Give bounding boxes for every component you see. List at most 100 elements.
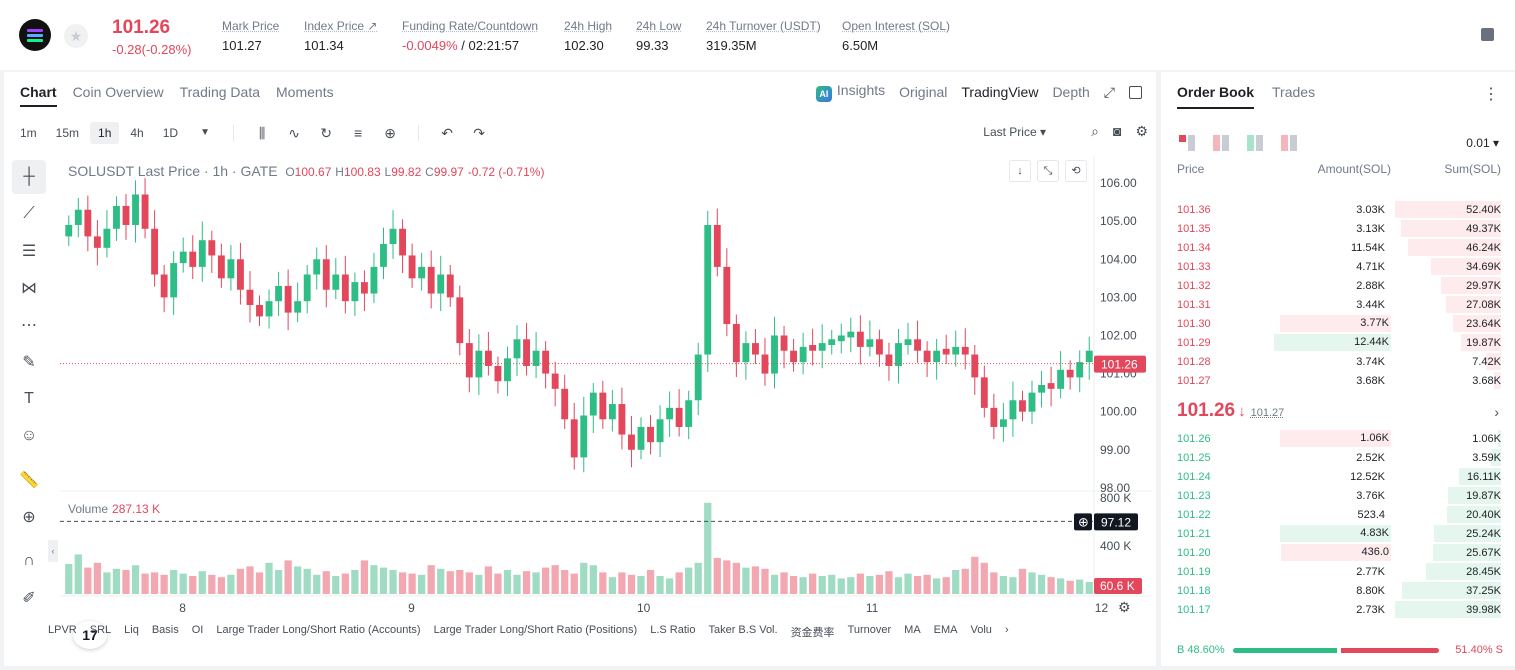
orderbook-row[interactable]: 101.32 2.88K 29.97K bbox=[1161, 276, 1515, 295]
ruler-icon[interactable]: 📏 bbox=[19, 472, 39, 489]
timeframe-1d[interactable]: 1D bbox=[162, 126, 179, 140]
tab-chart[interactable]: Chart bbox=[20, 84, 57, 107]
candle-body bbox=[866, 339, 874, 347]
mid-price[interactable]: 101.26 ↓ 101.27 › bbox=[1177, 400, 1499, 421]
indicator-item[interactable]: Volu bbox=[970, 624, 992, 636]
indicator-item[interactable]: Taker B.S Vol. bbox=[708, 624, 778, 636]
view-original[interactable]: Original bbox=[899, 84, 948, 100]
stat-label[interactable]: Index Price ↗ bbox=[304, 19, 378, 33]
timeframe-15m[interactable]: 15m bbox=[55, 126, 80, 140]
indicator-item[interactable]: Large Trader Long/Short Ratio (Positions… bbox=[433, 624, 638, 636]
book-icon[interactable] bbox=[1481, 28, 1494, 41]
chevron-right-icon[interactable]: › bbox=[1004, 624, 1009, 636]
window-icon[interactable] bbox=[1129, 85, 1142, 99]
price-type-select[interactable]: Last Price ▾ bbox=[983, 125, 1046, 139]
add-indicator-icon[interactable]: ⊕ bbox=[384, 125, 396, 141]
orderbook-row[interactable]: 101.30 3.77K 23.64K bbox=[1161, 314, 1515, 333]
indicator-item[interactable]: Large Trader Long/Short Ratio (Accounts) bbox=[216, 624, 421, 636]
gear-icon[interactable]: ⚙ bbox=[1135, 123, 1148, 139]
camera-icon[interactable]: ◙ bbox=[1112, 123, 1122, 139]
refresh-icon[interactable]: ⟲ bbox=[1065, 160, 1087, 182]
volume-bar bbox=[627, 574, 636, 594]
orderbook-row[interactable]: 101.35 3.13K 49.37K bbox=[1161, 219, 1515, 238]
view-buys-icon[interactable] bbox=[1247, 135, 1263, 151]
view-sells-icon[interactable] bbox=[1213, 135, 1229, 151]
orderbook-row[interactable]: 101.31 3.44K 27.08K bbox=[1161, 295, 1515, 314]
funding-rate-value: -0.0049% bbox=[402, 38, 458, 53]
orderbook-row[interactable]: 101.24 12.52K 16.11K bbox=[1161, 467, 1515, 486]
indicator-item[interactable]: 资金费率 bbox=[790, 627, 835, 639]
candlestick-chart[interactable]: 106.00105.00104.00103.00102.00101.00100.… bbox=[60, 156, 1152, 616]
pattern-icon[interactable]: ⋈ bbox=[21, 280, 37, 297]
indicators-icon[interactable]: ∿ bbox=[288, 125, 300, 141]
view-depth[interactable]: Depth bbox=[1052, 84, 1090, 100]
indicator-item[interactable]: MA bbox=[904, 624, 921, 636]
indicator-item[interactable]: Basis bbox=[151, 624, 179, 636]
more-icon[interactable]: ⋮ bbox=[1483, 86, 1499, 103]
orderbook-row[interactable]: 101.28 3.74K 7.42K bbox=[1161, 352, 1515, 371]
tradingview-logo[interactable]: 17 bbox=[73, 621, 107, 649]
candles-icon[interactable]: ⫼ bbox=[258, 125, 266, 141]
search-icon[interactable]: ⌕ bbox=[1091, 123, 1099, 139]
tab-coin-overview[interactable]: Coin Overview bbox=[72, 84, 164, 100]
orderbook-row[interactable]: 101.21 4.83K 25.24K bbox=[1161, 524, 1515, 543]
orderbook-row[interactable]: 101.17 2.73K 39.98K bbox=[1161, 600, 1515, 619]
stat-label[interactable]: Open Interest (SOL) bbox=[842, 19, 951, 33]
tab-trading-data[interactable]: Trading Data bbox=[179, 84, 261, 100]
orderbook-row[interactable]: 101.25 2.52K 3.59K bbox=[1161, 448, 1515, 467]
timeframe-1h[interactable]: 1h bbox=[90, 122, 120, 144]
view-both-icon[interactable] bbox=[1179, 135, 1195, 151]
orderbook-row[interactable]: 101.36 3.03K 52.40K bbox=[1161, 200, 1515, 219]
stat-label[interactable]: Funding Rate/Countdown bbox=[402, 19, 539, 33]
replay-icon[interactable]: ↻ bbox=[320, 125, 332, 141]
crosshair-icon[interactable]: ┼ bbox=[12, 160, 46, 194]
insights-button[interactable]: AI Insights bbox=[815, 82, 885, 102]
text-icon[interactable]: T bbox=[24, 390, 34, 407]
chevron-right-icon[interactable]: › bbox=[1494, 404, 1499, 420]
trendline-icon[interactable]: ⟋ bbox=[23, 205, 35, 222]
tab-trades[interactable]: Trades bbox=[1272, 84, 1316, 100]
brush-icon[interactable]: ✎ bbox=[22, 354, 36, 371]
magnet-icon[interactable]: ∩ bbox=[23, 552, 35, 569]
indicator-item[interactable]: LPVR bbox=[48, 624, 77, 636]
view-tradingview[interactable]: TradingView bbox=[961, 84, 1039, 100]
caret-down-icon[interactable]: ▼ bbox=[200, 127, 211, 138]
undo-icon[interactable]: ↶ bbox=[441, 125, 453, 141]
tab-moments[interactable]: Moments bbox=[276, 84, 334, 100]
emoji-icon[interactable]: ☺ bbox=[20, 427, 38, 444]
pencil-icon[interactable]: ✐ bbox=[22, 590, 36, 607]
indicator-item[interactable]: Liq bbox=[124, 624, 139, 636]
indicator-item[interactable]: Turnover bbox=[847, 624, 892, 636]
orderbook-row[interactable]: 101.19 2.77K 28.45K bbox=[1161, 562, 1515, 581]
orderbook-row[interactable]: 101.22 523.4 20.40K bbox=[1161, 505, 1515, 524]
orderbook-row[interactable]: 101.33 4.71K 34.69K bbox=[1161, 257, 1515, 276]
orderbook-row[interactable]: 101.20 436.0 25.67K bbox=[1161, 543, 1515, 562]
orderbook-row[interactable]: 101.34 11.54K 46.24K bbox=[1161, 238, 1515, 257]
timeframe-1m[interactable]: 1m bbox=[20, 126, 37, 140]
timeframe-4h[interactable]: 4h bbox=[130, 126, 144, 140]
favorite-star-icon[interactable]: ★ bbox=[64, 24, 88, 48]
expand-icon[interactable]: ⤢ bbox=[1103, 83, 1115, 100]
chart-settings-icon[interactable]: ⚙ bbox=[1118, 599, 1131, 615]
tab-order-book[interactable]: Order Book bbox=[1177, 84, 1255, 109]
zoom-in-icon[interactable]: ⊕ bbox=[22, 509, 36, 526]
indicator-item[interactable]: EMA bbox=[933, 624, 958, 636]
indicator-item[interactable]: OI bbox=[191, 624, 204, 636]
fib-icon[interactable]: ⋯ bbox=[21, 317, 37, 334]
orderbook-row[interactable]: 101.27 3.68K 3.68K bbox=[1161, 371, 1515, 390]
view-compact-icon[interactable] bbox=[1281, 135, 1297, 151]
orderbook-row[interactable]: 101.18 8.80K 37.25K bbox=[1161, 581, 1515, 600]
orderbook-row[interactable]: 101.23 3.76K 19.87K bbox=[1161, 486, 1515, 505]
collapse-tools-icon[interactable]: ‹ bbox=[48, 540, 58, 562]
indicator-item[interactable]: L.S Ratio bbox=[650, 624, 696, 636]
precision-select[interactable]: 0.01 ▾ bbox=[1466, 136, 1499, 150]
templates-icon[interactable]: ≡ bbox=[353, 125, 363, 141]
arrow-down-icon[interactable]: ↓ bbox=[1009, 160, 1031, 182]
stat-label[interactable]: Mark Price bbox=[222, 19, 280, 33]
redo-icon[interactable]: ↷ bbox=[473, 125, 485, 141]
parallel-lines-icon[interactable]: ☰ bbox=[21, 243, 37, 260]
orderbook-row[interactable]: 101.29 12.44K 19.87K bbox=[1161, 333, 1515, 352]
collapse-icon[interactable]: ⤡ bbox=[1037, 160, 1059, 182]
orderbook-row[interactable]: 101.26 1.06K 1.06K bbox=[1161, 429, 1515, 448]
indicator-item[interactable]: SRL bbox=[89, 624, 112, 636]
